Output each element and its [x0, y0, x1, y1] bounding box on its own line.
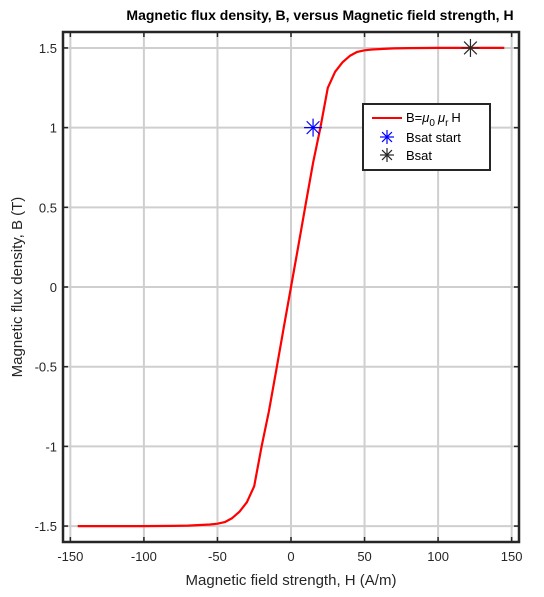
legend-marker-bsat	[380, 148, 394, 162]
y-axis-label: Magnetic flux density, B (T)	[9, 197, 26, 378]
ticks: -150 -100 -50 0 50 100 150 -1.5 -1 -0.5 0 0.5 1 1.5	[35, 32, 523, 564]
x-tick-label: -150	[57, 549, 83, 564]
y-tick-label: 1.5	[39, 41, 57, 56]
x-tick-label: -50	[208, 549, 227, 564]
y-tick-label: 0.5	[39, 200, 57, 215]
legend-entry-line-sub1: 0	[429, 118, 435, 129]
x-tick-label: 0	[287, 549, 294, 564]
legend: B=μ0 μr H Bsat start Bsat	[362, 103, 491, 171]
chart-title: Magnetic flux density, B, versus Magneti…	[126, 7, 513, 23]
y-tick-label: -1.5	[35, 519, 57, 534]
legend-entry-line-mu2: μ	[437, 110, 445, 125]
y-tick-label: 1	[50, 121, 57, 136]
legend-entry-bsat: Bsat	[406, 148, 432, 163]
x-tick-label: 100	[427, 549, 449, 564]
x-tick-label: 150	[501, 549, 523, 564]
legend-entry-line: B=μ0 μr H	[406, 110, 461, 129]
marker-bsat	[461, 38, 480, 57]
legend-entry-line-base: B=	[406, 110, 422, 125]
y-tick-label: -1	[45, 439, 57, 454]
legend-marker-bsat-shape	[380, 148, 394, 162]
x-tick-label: 50	[357, 549, 371, 564]
series-line-b-mu0-mur-h	[77, 46, 505, 528]
series-layer	[77, 38, 505, 528]
legend-marker-bsat-start	[380, 130, 394, 144]
legend-entry-line-sub2: r	[445, 118, 449, 129]
x-tick-label: -100	[131, 549, 157, 564]
y-tick-label: -0.5	[35, 360, 57, 375]
legend-entry-line-mu1: μ	[421, 110, 429, 125]
y-tick-label: 0	[50, 280, 57, 295]
x-axis-label: Magnetic field strength, H (A/m)	[186, 572, 397, 589]
marker-bsat-start	[304, 118, 323, 137]
legend-entry-bsat-start: Bsat start	[406, 130, 461, 145]
legend-marker-bsat-start-shape	[380, 130, 394, 144]
legend-entry-line-tail: H	[451, 110, 460, 125]
